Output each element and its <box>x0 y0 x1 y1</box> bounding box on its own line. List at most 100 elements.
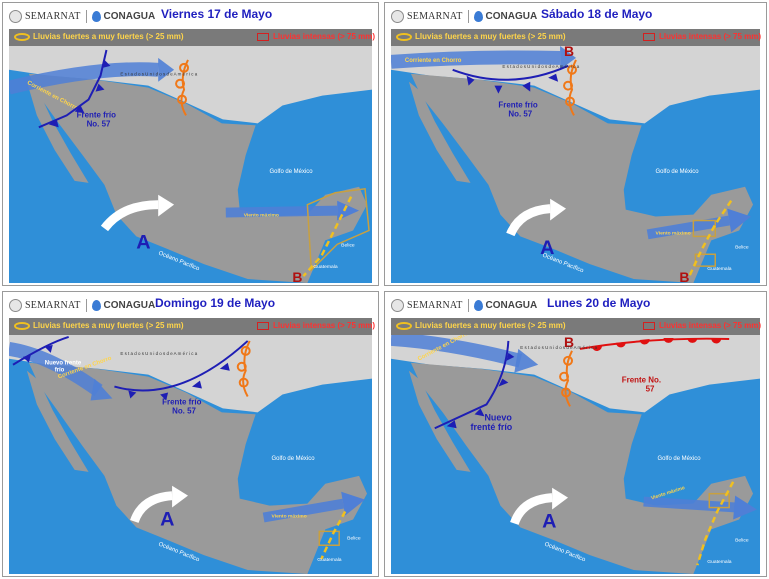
cold-front-line <box>38 49 108 129</box>
trough-bump <box>240 345 251 356</box>
semarnat-logo: SEMARNAT <box>25 10 81 22</box>
warm-front-bump <box>711 337 722 344</box>
cold-front-triangle <box>219 362 230 371</box>
new-front-triangle <box>474 408 485 417</box>
trough-dashed-line <box>688 200 733 277</box>
logo-bar: SEMARNAT CONAGUA <box>9 8 155 24</box>
cold-front-triangle <box>48 119 59 128</box>
gulf-label: Golfo de México <box>656 169 700 175</box>
trough-bump <box>559 371 570 382</box>
front-label: Frente frío No. 57 <box>498 100 537 118</box>
mexico-landmass <box>28 73 368 283</box>
trough-line <box>568 59 577 116</box>
forecast-date: Sábado 18 de Mayo <box>541 7 653 21</box>
trough-bump <box>177 94 188 105</box>
legend-bar: Lluvias fuertes a muy fuertes (> 25 mm) … <box>9 29 376 46</box>
heavy-rain-ring-icon <box>14 33 30 41</box>
wind-max-label: Viento máximo <box>272 513 307 519</box>
belice-label: Belice <box>341 242 355 248</box>
map-panel-saturday: SEMARNAT CONAGUA Sábado 18 de Mayo Lluvi… <box>384 2 767 286</box>
low-pressure-label-south: B <box>679 269 689 283</box>
wind-max-arrow <box>225 205 338 218</box>
logo-bar: SEMARNAT CONAGUA <box>391 8 537 24</box>
high-flow-arrow <box>510 493 553 526</box>
usa-label: E s t a d o s U n i d o s d e A m é r i … <box>120 72 197 77</box>
low-pressure-label: B <box>292 269 302 283</box>
trough-dashed-line <box>320 510 347 560</box>
front-label: Frente frío No. 57 <box>77 110 116 128</box>
jet-stream-arrowhead <box>90 378 113 401</box>
high-flow-arrowhead <box>550 198 567 221</box>
trough-bump <box>563 355 574 366</box>
new-front-label: Nuevo frenté frío <box>471 412 513 432</box>
legend-intense-rain: Lluvias intensas (> 75 mm) <box>659 321 762 330</box>
semarnat-logo: SEMARNAT <box>407 10 463 22</box>
cold-front-line <box>114 340 249 392</box>
logo-divider <box>467 298 469 312</box>
low-pressure-label: B <box>564 46 574 59</box>
wind-max-arrow <box>262 498 345 523</box>
warm-front-bump <box>663 337 674 343</box>
jet-stream-label: Corriente en Chorro <box>405 58 462 64</box>
wind-max-arrowhead <box>733 495 758 520</box>
panel-header: SEMARNAT CONAGUA Lunes 20 de Mayo <box>385 292 766 316</box>
cold-front-triangle <box>128 390 137 399</box>
trough-bump <box>567 64 577 75</box>
trough-bump <box>563 80 574 91</box>
trough-bump <box>236 361 247 372</box>
panel-header: SEMARNAT CONAGUA Sábado 18 de Mayo <box>385 3 766 27</box>
legend-heavy-rain: Lluvias fuertes a muy fuertes (> 25 mm) <box>415 321 566 330</box>
conagua-drop-icon <box>473 299 483 311</box>
guatemala-label: Guatemala <box>317 557 342 563</box>
legend-heavy-rain: Lluvias fuertes a muy fuertes (> 25 mm) <box>415 32 566 41</box>
forecast-date: Lunes 20 de Mayo <box>547 296 651 310</box>
wind-max-label: Viento máximo <box>244 213 279 219</box>
belice-label: Belice <box>735 537 749 543</box>
high-pressure-label: A <box>542 510 556 532</box>
gulf-label: Golfo de México <box>658 456 702 462</box>
high-flow-arrow <box>100 200 159 232</box>
new-front-triangle <box>446 420 457 429</box>
cold-front-triangle <box>191 380 202 389</box>
warm-front-bump <box>615 341 626 348</box>
logo-divider <box>85 298 87 312</box>
trough-line <box>180 59 189 116</box>
legend-bar: Lluvias fuertes a muy fuertes (> 25 mm) … <box>391 318 762 335</box>
cold-front-triangle <box>74 105 85 114</box>
usa-label: E s t a d o s U n i d o s d e A m é r i … <box>520 345 597 350</box>
conagua-logo: CONAGUA <box>103 299 156 311</box>
guatemala-label: Guatemala <box>707 266 732 272</box>
new-front-triangle <box>22 354 31 363</box>
gulf-label: Golfo de México <box>272 456 316 462</box>
guatemala-label: Guatemala <box>313 264 338 270</box>
map-panel-monday: SEMARNAT CONAGUA Lunes 20 de Mayo Lluvia… <box>384 291 767 577</box>
panel-header: SEMARNAT CONAGUA Viernes 17 de Mayo <box>3 3 378 27</box>
wind-max-arrowhead <box>341 491 366 516</box>
conagua-drop-icon <box>91 10 101 22</box>
high-flow-arrow <box>506 204 551 237</box>
warm-front-bump <box>591 344 602 351</box>
logo-bar: SEMARNAT CONAGUA <box>9 297 155 313</box>
heavy-rain-ring-icon <box>14 322 30 330</box>
logo-divider <box>85 9 87 23</box>
legend-intense-rain: Lluvias intensas (> 75 mm) <box>273 32 376 41</box>
semarnat-logo: SEMARNAT <box>407 299 463 311</box>
cold-front-triangle <box>548 73 559 82</box>
conagua-logo: CONAGUA <box>485 10 538 22</box>
belice-label: Belice <box>735 244 749 250</box>
new-front-triangle <box>498 378 509 387</box>
forecast-date: Domingo 19 de Mayo <box>155 296 276 310</box>
cold-front-triangle <box>522 81 531 92</box>
high-flow-arrowhead <box>552 487 569 510</box>
mexico-landmass <box>410 362 754 574</box>
high-pressure-label: A <box>160 508 174 530</box>
cold-front-line <box>452 64 569 81</box>
legend-heavy-rain: Lluvias fuertes a muy fuertes (> 25 mm) <box>33 321 184 330</box>
heavy-rain-area <box>318 530 340 546</box>
semarnat-seal-icon <box>9 9 22 23</box>
intense-rain-box-icon <box>257 322 269 330</box>
intense-rain-box-icon <box>257 33 269 41</box>
semarnat-seal-icon <box>9 298 22 312</box>
conagua-drop-icon <box>91 299 101 311</box>
semarnat-seal-icon <box>391 298 404 312</box>
